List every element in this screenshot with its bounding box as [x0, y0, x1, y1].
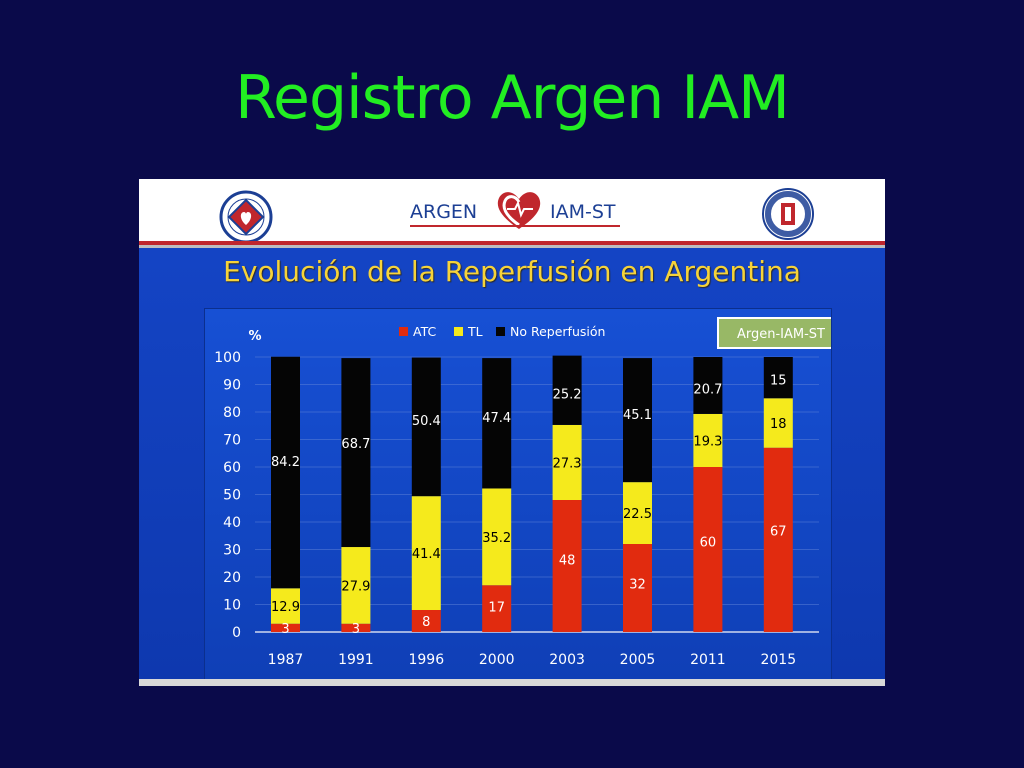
taskbar-strip [139, 679, 885, 686]
data-label: 18 [770, 417, 787, 432]
bar-tl [341, 547, 371, 624]
bar-tl [271, 588, 300, 624]
y-tick-label: 40 [223, 515, 241, 531]
y-tick-label: 10 [223, 598, 241, 614]
slide-title: Registro Argen IAM [235, 63, 790, 133]
bar-no-reperfusi-n [341, 358, 371, 548]
banner-rule-red [139, 241, 885, 245]
bar-tl [623, 482, 652, 544]
data-label: 27.9 [341, 579, 370, 594]
data-label: 12.9 [271, 600, 300, 615]
legend-label: No Reperfusión [510, 324, 605, 339]
y-tick-label: 30 [223, 543, 241, 559]
x-tick-label: 1987 [268, 652, 304, 668]
embedded-slide: ARGEN IAM-ST Evolución de la Reperfusión [139, 179, 885, 686]
data-label: 3 [281, 622, 289, 637]
y-tick-label: 60 [223, 460, 241, 476]
x-tick-label: 1991 [338, 652, 374, 668]
bar-atc [482, 585, 512, 632]
bar-no-reperfusi-n [482, 358, 512, 489]
data-label: 67 [770, 525, 787, 540]
y-tick-label: 20 [223, 570, 241, 586]
y-tick-label: 90 [223, 378, 241, 394]
x-tick-label: 2003 [549, 652, 585, 668]
stacked-bar-chart: 0 10 20 30 40 50 60 70 80 90 100% 3 12.9 84.2 1987 3 27.… [214, 317, 845, 668]
data-label: 68.7 [341, 437, 370, 452]
x-tick-label: 2000 [479, 652, 515, 668]
x-tick-label: 1996 [408, 652, 444, 668]
data-label: 8 [422, 615, 430, 630]
bar-atc [411, 610, 441, 632]
data-label: 19.3 [693, 434, 722, 449]
legend-swatch [399, 327, 408, 336]
bar-tl [763, 398, 793, 448]
badge-label: Argen-IAM-ST [737, 327, 825, 342]
bar-no-reperfusi-n [271, 356, 300, 589]
brand-underline [410, 225, 620, 227]
data-label: 22.5 [623, 507, 652, 522]
bar-atc [552, 500, 582, 632]
data-label: 25.2 [553, 388, 582, 403]
bar-atc [271, 623, 300, 632]
data-label: 17 [488, 600, 505, 615]
brand-right-text: IAM-ST [550, 201, 616, 223]
bar-no-reperfusi-n [552, 355, 582, 425]
y-tick-label: 50 [223, 488, 241, 504]
bar-tl [552, 424, 582, 500]
data-label: 45.1 [623, 408, 652, 423]
x-tick-label: 2005 [620, 652, 656, 668]
bar-tl [693, 413, 723, 467]
bar-atc [693, 467, 723, 632]
bar-tl [482, 488, 512, 586]
y-tick-label: 70 [223, 433, 241, 449]
data-label: 20.7 [693, 382, 722, 397]
society-logo-right [761, 187, 815, 245]
banner: ARGEN IAM-ST [139, 179, 885, 248]
data-label: 84.2 [271, 455, 300, 470]
bar-atc [763, 447, 793, 632]
legend-label: ATC [413, 324, 436, 339]
brand-left-text: ARGEN [410, 201, 478, 223]
data-label: 15 [770, 374, 787, 389]
bar-no-reperfusi-n [411, 357, 441, 497]
data-label: 35.2 [482, 531, 511, 546]
badge-box [717, 317, 845, 349]
heart-icon [493, 187, 545, 235]
chart-title: Evolución de la Reperfusión en Argentina [223, 255, 801, 288]
y-tick-label: 100 [214, 350, 241, 366]
legend-swatch [496, 327, 505, 336]
bar-no-reperfusi-n [623, 358, 652, 483]
bar-no-reperfusi-n [693, 357, 723, 414]
x-tick-label: 2015 [760, 652, 796, 668]
data-label: 3 [352, 622, 360, 637]
banner-rule-grey [139, 245, 885, 248]
bar-atc [623, 544, 652, 632]
chart-frame: 0 10 20 30 40 50 60 70 80 90 100% 3 12.9 84.2 1987 3 27.… [204, 308, 845, 682]
legend-swatch [454, 327, 463, 336]
x-tick-label: 2011 [690, 652, 726, 668]
y-tick-label: 0 [232, 625, 241, 641]
society-logo-left [219, 190, 273, 248]
data-label: 47.4 [482, 411, 511, 426]
data-label: 32 [629, 578, 646, 593]
bar-atc [341, 623, 371, 632]
bar-tl [411, 496, 441, 610]
argen-iam-st-logo: ARGEN IAM-ST [410, 185, 630, 231]
bar-no-reperfusi-n [763, 357, 793, 399]
y-tick-label: 80 [223, 405, 241, 421]
data-label: 50.4 [412, 414, 441, 429]
data-label: 60 [700, 535, 717, 550]
data-label: 27.3 [553, 456, 582, 471]
legend-label: TL [467, 324, 483, 339]
data-label: 41.4 [412, 547, 441, 562]
data-label: 48 [559, 553, 576, 568]
y-axis-label: % [248, 329, 261, 344]
